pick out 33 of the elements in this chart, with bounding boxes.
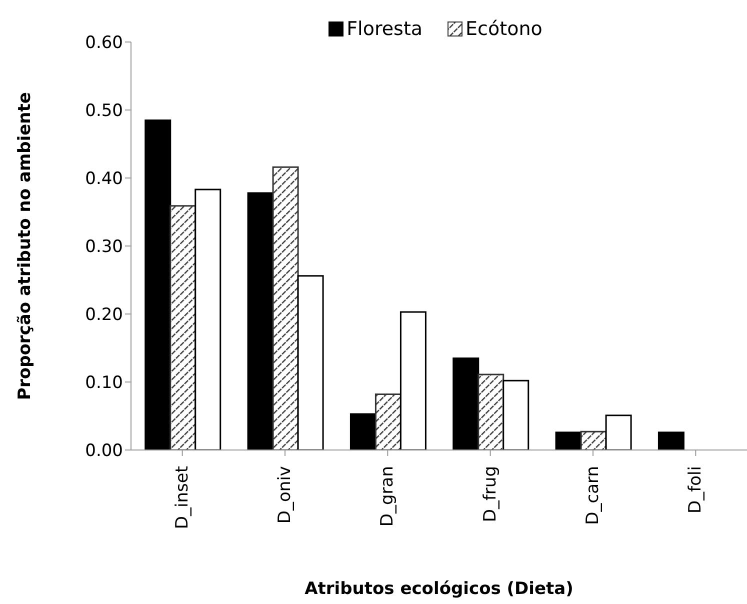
x-tick-label: D_foli: [686, 466, 706, 514]
bar: [580, 430, 607, 450]
bar: [297, 275, 324, 450]
bar: [247, 192, 274, 450]
y-axis-title: Proporção atributo no ambiente: [15, 92, 35, 400]
bar: [374, 393, 402, 450]
y-tick-label: 0.10: [85, 373, 123, 394]
y-tick-label: 0.00: [85, 441, 123, 462]
bar: [478, 374, 504, 450]
bar: [170, 205, 196, 450]
x-tick-label: D_inset: [172, 466, 192, 530]
y-tick-label: 0.50: [85, 101, 123, 122]
y-tick-label: 0.20: [85, 305, 123, 326]
bar: [452, 357, 480, 450]
x-tick-label: D_frug: [480, 466, 500, 522]
bar: [605, 414, 632, 450]
bar: [350, 413, 376, 450]
bar: [144, 119, 172, 450]
legend-label: Ecótono: [466, 18, 542, 40]
y-tick-label: 0.40: [85, 169, 123, 190]
bar: [658, 432, 684, 450]
bar: [194, 188, 222, 450]
bar: [400, 311, 426, 450]
y-tick-label: 0.30: [85, 237, 123, 258]
legend-label: Floresta: [346, 18, 423, 40]
bar: [272, 166, 299, 450]
x-tick-label: D_oniv: [275, 466, 295, 524]
bar: [502, 380, 530, 450]
bar: [555, 432, 582, 450]
y-tick-label: 0.60: [85, 33, 123, 54]
x-axis-title: Atributos ecológicos (Dieta): [304, 579, 574, 599]
x-tick-label: D_gran: [378, 466, 398, 527]
x-tick-label: D_carn: [583, 466, 603, 525]
